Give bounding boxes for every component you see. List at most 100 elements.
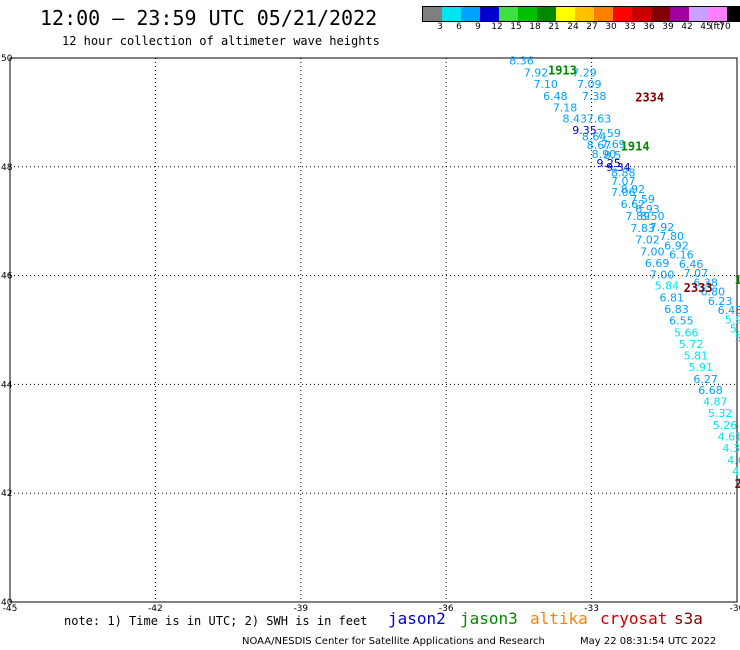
wave-height-value: 4.61 — [718, 430, 740, 443]
wave-height-value: 7.10 — [533, 78, 558, 91]
longitude-tick-label: -30 — [730, 604, 740, 614]
wave-height-value: 6.83 — [664, 303, 689, 316]
wave-height-value: 7.07 — [611, 175, 636, 188]
color-scale-label: 39 — [662, 22, 674, 32]
color-scale-label: 24 — [567, 22, 579, 32]
satellite-label-altika: altika — [530, 609, 588, 628]
map-frame — [9, 57, 738, 603]
wave-height-value: 7.92 — [524, 66, 549, 79]
map-title: 12:00 – 23:59 UTC 05/21/2022 — [40, 6, 378, 30]
wave-height-value: 4.63 — [727, 454, 740, 467]
wave-height-value: 7.09 — [577, 78, 602, 91]
wave-height-value: 5. — [730, 323, 740, 336]
color-scale-cell — [670, 7, 689, 21]
color-scale-unit: (ft) — [710, 22, 724, 32]
wave-height-value: 6.38 — [693, 276, 718, 289]
wave-height-value: 5.32 — [708, 407, 733, 420]
latitude-tick-label: 46 — [1, 272, 13, 282]
wave-height-value: 6.92 — [664, 239, 689, 252]
wave-height-value: 8.5 — [604, 149, 622, 162]
color-scale-cell — [689, 7, 708, 21]
wave-height-value: 7.59 — [630, 193, 655, 206]
longitude-tick-label: -39 — [293, 604, 308, 614]
wave-height-value: 7.06 — [611, 186, 636, 199]
wave-height-value: 7.92 — [650, 221, 675, 234]
wave-height-value: 4.33 — [722, 442, 740, 455]
color-scale-cell — [556, 7, 575, 21]
wave-height-value: 7.00 — [640, 245, 665, 258]
color-scale-cell — [442, 7, 461, 21]
color-scale-cell — [708, 7, 727, 21]
wave-height-value: 7.89 — [626, 210, 651, 223]
wave-height-value: 7.59 — [596, 127, 621, 140]
wave-height-value: 8.36 — [509, 55, 534, 68]
color-scale-cell — [518, 7, 537, 21]
pass-time-label: 1 — [735, 273, 740, 287]
wave-height-value: 5.72 — [679, 338, 704, 351]
color-scale-label: 70 — [719, 22, 731, 32]
latitude-tick-label: 44 — [1, 380, 13, 390]
wave-height-value: 5.29 — [737, 477, 740, 490]
wave-height-value: 7.07 — [684, 267, 709, 280]
wave-height-value: 7.00 — [650, 268, 675, 281]
wave-height-value: 5.81 — [684, 349, 709, 362]
color-scale-label: 21 — [548, 22, 560, 32]
color-scale-label: 9 — [475, 22, 481, 32]
color-scale-label: 15 — [510, 22, 522, 32]
color-scale-cell — [594, 7, 613, 21]
wave-height-value: 8.43 — [563, 113, 588, 126]
wave-height-value: 6.68 — [698, 384, 723, 397]
pass-time-label: 1914 — [621, 139, 650, 153]
color-scale-label: 33 — [624, 22, 636, 32]
wave-height-value: 4.71 — [732, 465, 740, 478]
wave-height-value: 8.50 — [640, 210, 665, 223]
wave-height-value: 6.55 — [669, 315, 694, 328]
color-scale-label: 36 — [643, 22, 655, 32]
wave-height-value: 6.62 — [621, 198, 646, 211]
wave-height-value: 6.27 — [693, 373, 718, 386]
wave-height-value: 6.93 — [635, 203, 660, 216]
longitude-tick-label: -36 — [439, 604, 454, 614]
color-scale-label: 3 — [437, 22, 443, 32]
color-scale-cell — [480, 7, 499, 21]
wave-height-value: 8.90 — [592, 148, 617, 161]
satellite-label-cryosat: cryosat — [600, 609, 668, 628]
satellite-label-jason2: jason2 — [388, 609, 446, 628]
wave-height-value: 7.63 — [587, 113, 612, 126]
pass-time-label: 1913 — [548, 63, 577, 77]
wave-height-value: 7.69 — [601, 138, 626, 151]
wave-height-value: 5 — [735, 332, 740, 345]
color-scale-cell — [575, 7, 594, 21]
color-scale-label: 12 — [491, 22, 503, 32]
wave-height-value: 6.43 — [718, 304, 740, 317]
pass-time-label: 2333 — [684, 281, 713, 295]
latitude-tick-label: 40 — [1, 598, 13, 608]
wave-height-value: 5.91 — [689, 361, 714, 374]
latitude-tick-label: 50 — [1, 54, 13, 64]
footer-credit: NOAA/NESDIS Center for Satellite Applica… — [242, 636, 545, 647]
wave-height-value: 6.16 — [669, 249, 694, 262]
color-scale-label: 42 — [681, 22, 693, 32]
wave-height-value: 5.84 — [655, 280, 680, 293]
wave-height-value: 7.29 — [572, 66, 597, 79]
wave-height-value: 9.25 — [596, 157, 621, 170]
color-scale-cell — [423, 7, 442, 21]
color-scale-label: 6 — [456, 22, 462, 32]
satellite-label-s3a: s3a — [674, 609, 703, 628]
wave-height-value: 4.87 — [703, 396, 728, 409]
wave-height-value: 5.9 — [725, 313, 740, 326]
wave-height-value: 6.46 — [679, 258, 704, 271]
color-scale-bar — [422, 6, 740, 22]
wave-height-value: 8.67 — [587, 139, 612, 152]
wave-height-value: 6.69 — [645, 257, 670, 270]
wave-height-value: 7.18 — [553, 101, 578, 114]
wave-height-value: 6.80 — [701, 286, 726, 299]
wave-height-value: 7.83 — [630, 222, 655, 235]
color-scale-cell — [537, 7, 556, 21]
color-scale-label: 18 — [529, 22, 541, 32]
pass-time-label: 2 — [735, 477, 740, 491]
wave-height-value: 5.26 — [713, 419, 738, 432]
color-scale-cell — [632, 7, 651, 21]
color-scale-cell — [499, 7, 518, 21]
